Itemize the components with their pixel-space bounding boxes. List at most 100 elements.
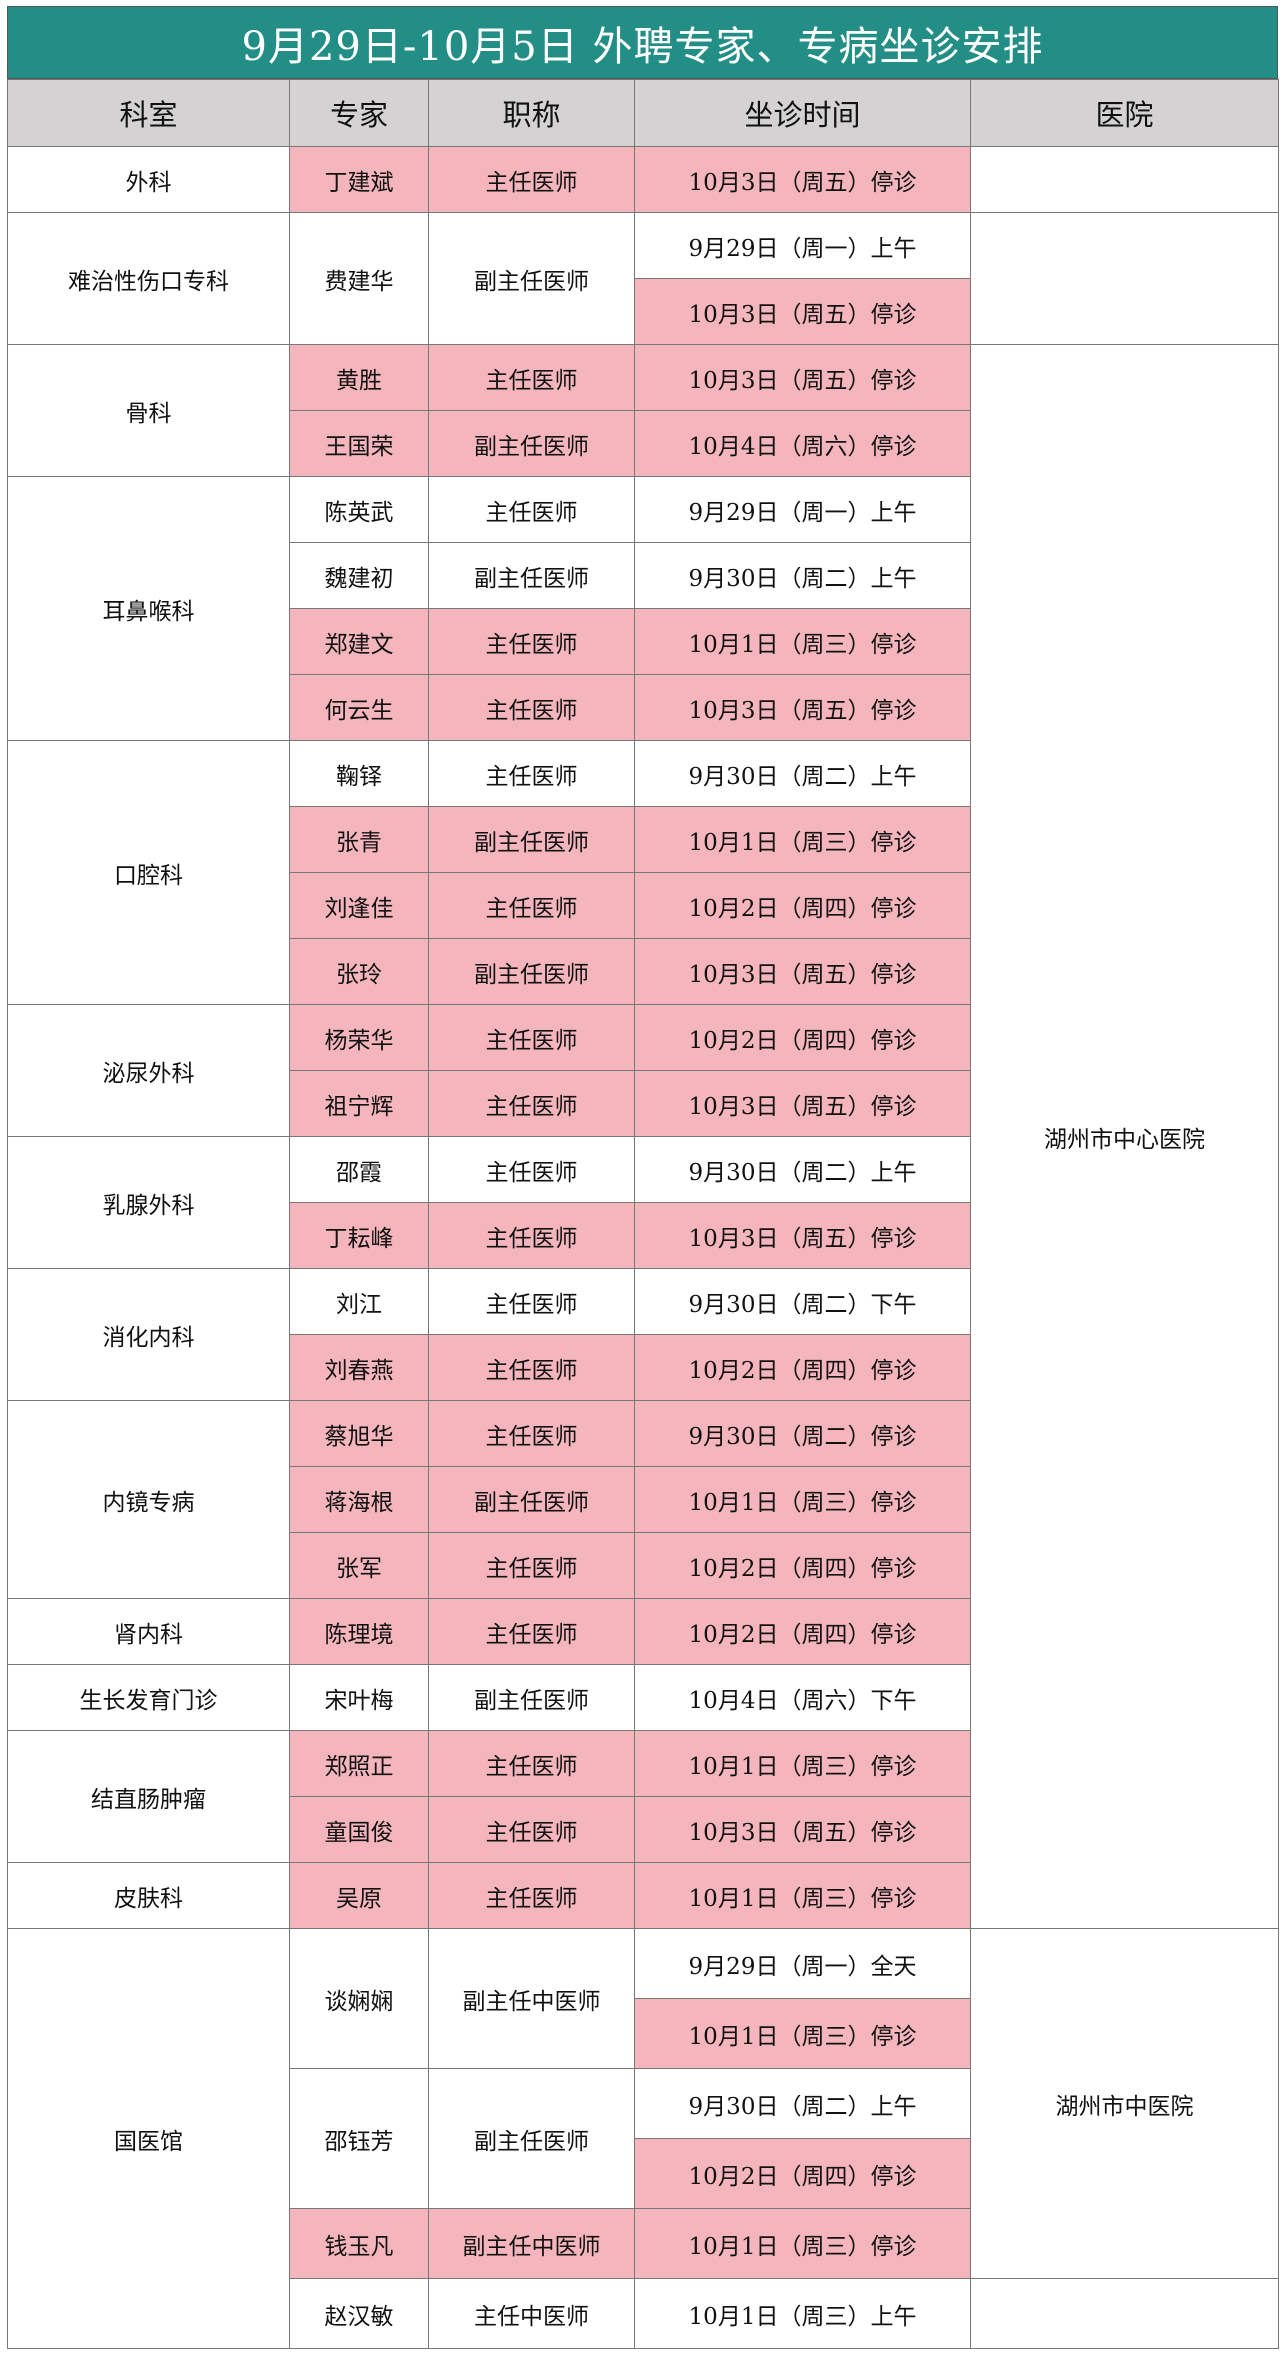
expert-name-cell: 吴原: [289, 1862, 429, 1929]
expert-title-cell: 副主任医师: [428, 806, 635, 873]
header-title: 职称: [428, 79, 635, 147]
table-row: 丁耘峰 主任医师 10月3日（周五）停诊: [8, 1202, 1279, 1269]
schedule-time-cell: 9月29日（周一）上午: [634, 212, 971, 279]
expert-title-cell: 主任医师: [428, 1070, 635, 1137]
table-row: 王国荣 副主任医师 10月4日（周六）停诊: [8, 410, 1279, 477]
schedule-time-cell: 9月29日（周一）上午: [634, 476, 971, 543]
department-cell: 消化内科: [7, 1268, 290, 1401]
expert-title-cell: 主任医师: [428, 740, 635, 807]
schedule-time-cell: 10月3日（周五）停诊: [634, 344, 971, 411]
expert-name-cell: 刘逢佳: [289, 872, 429, 939]
expert-name-cell: 何云生: [289, 674, 429, 741]
schedule-time-cell: 10月1日（周三）上午: [634, 2278, 971, 2349]
schedule-time-cell: 9月30日（周二）上午: [634, 542, 971, 609]
expert-name-cell: 赵汉敏: [289, 2278, 429, 2349]
expert-title-cell: 主任医师: [428, 146, 635, 213]
schedule-time-cell: 10月2日（周四）停诊: [634, 2138, 971, 2209]
expert-title-cell: 副主任中医师: [428, 2208, 635, 2279]
department-cell: 泌尿外科: [7, 1004, 290, 1137]
expert-name-cell: 蔡旭华: [289, 1400, 429, 1467]
table-row: 泌尿外科 杨荣华 主任医师 10月2日（周四）停诊: [7, 1004, 1279, 1137]
table-row: 10月3日（周五）停诊: [8, 278, 1279, 345]
table-row: 蒋海根 副主任医师 10月1日（周三）停诊: [8, 1466, 1279, 1533]
expert-title-cell: 主任医师: [428, 608, 635, 675]
hospital-cell: 湖州市中心医院: [970, 344, 1279, 1929]
table-row: 肾内科 陈理境 主任医师 10月2日（周四）停诊: [7, 1598, 1279, 1665]
hospital-cell: [970, 212, 1279, 345]
expert-name-cell: 刘春燕: [289, 1334, 429, 1401]
expert-title-cell: 副主任医师: [428, 938, 635, 1005]
expert-title-cell: 主任医师: [428, 1598, 635, 1665]
expert-title-cell: 主任医师: [428, 1862, 635, 1929]
expert-title-cell: 副主任医师: [428, 410, 635, 477]
table-row: 生长发育门诊 宋叶梅 副主任医师 10月4日（周六）下午: [7, 1664, 1279, 1731]
expert-title-cell: 副主任医师: [428, 1466, 635, 1533]
table-row: 骨科 黄胜 主任医师 10月3日（周五）停诊 湖州市中心医院: [7, 344, 1279, 1929]
schedule-time-cell: 10月3日（周五）停诊: [634, 1202, 971, 1269]
expert-title-cell: 副主任医师: [428, 1664, 635, 1731]
schedule-time-cell: 9月29日（周一）全天: [634, 1928, 971, 1999]
table-row: 耳鼻喉科 陈英武 主任医师 9月29日（周一）上午: [7, 476, 1279, 741]
hospital-cell: [970, 146, 1279, 213]
department-cell: 口腔科: [7, 740, 290, 1005]
expert-title-cell: 主任医师: [428, 674, 635, 741]
expert-name-cell: 刘江: [289, 1268, 429, 1335]
expert-name-cell: 陈理境: [289, 1598, 429, 1665]
table-row: 魏建初 副主任医师 9月30日（周二）上午: [8, 542, 1279, 609]
department-cell: 乳腺外科: [7, 1136, 290, 1269]
table-row: 口腔科 鞠铎 主任医师 9月30日（周二）上午: [7, 740, 1279, 1005]
expert-name-cell: 钱玉凡: [289, 2208, 429, 2279]
expert-name-cell: 邵霞: [289, 1136, 429, 1203]
table-row: 邵钰芳 副主任医师 9月30日（周二）上午: [8, 2068, 1279, 2209]
table-row: 消化内科 刘江 主任医师 9月30日（周二）下午: [7, 1268, 1279, 1401]
expert-title-cell: 主任医师: [428, 1532, 635, 1599]
schedule-time-cell: 10月1日（周三）停诊: [634, 1862, 971, 1929]
expert-name-cell: 蒋海根: [289, 1466, 429, 1533]
expert-name-cell: 杨荣华: [289, 1004, 429, 1071]
expert-title-cell: 主任医师: [428, 1334, 635, 1401]
table-row: 国医馆 谈娴娴 副主任中医师 9月29日（周一）全天 湖州市中医院: [7, 1928, 1279, 2349]
expert-name-cell: 邵钰芳: [289, 2068, 429, 2209]
expert-title-cell: 主任医师: [428, 1730, 635, 1797]
expert-name-cell: 童国俊: [289, 1796, 429, 1863]
expert-title-cell: 主任医师: [428, 1136, 635, 1203]
expert-title-cell: 主任医师: [428, 1400, 635, 1467]
expert-name-cell: 郑照正: [289, 1730, 429, 1797]
expert-name-cell: 费建华: [289, 212, 429, 345]
schedule-time-cell: 10月1日（周三）停诊: [634, 2208, 971, 2279]
header-expert: 专家: [289, 79, 429, 147]
schedule-time-cell: 10月3日（周五）停诊: [634, 278, 971, 345]
header-department: 科室: [7, 79, 290, 147]
expert-title-cell: 主任医师: [428, 1796, 635, 1863]
schedule-time-cell: 10月2日（周四）停诊: [634, 872, 971, 939]
expert-name-cell: 王国荣: [289, 410, 429, 477]
schedule-time-cell: 10月3日（周五）停诊: [634, 1070, 971, 1137]
expert-title-cell: 主任医师: [428, 476, 635, 543]
hospital-cell: 湖州市中医院: [970, 1928, 1279, 2279]
schedule-time-cell: 10月1日（周三）停诊: [634, 1466, 971, 1533]
table-row: 乳腺外科 邵霞 主任医师 9月30日（周二）上午: [7, 1136, 1279, 1269]
expert-title-cell: 主任医师: [428, 1004, 635, 1071]
table-row: 张军 主任医师 10月2日（周四）停诊: [8, 1532, 1279, 1599]
table-row: 张玲 副主任医师 10月3日（周五）停诊: [8, 938, 1279, 1005]
table-row: 10月1日（周三）停诊: [8, 1998, 1279, 2069]
table-row: 钱玉凡 副主任中医师 10月1日（周三）停诊: [8, 2208, 1279, 2279]
hospital-cell: [970, 2278, 1279, 2349]
schedule-time-cell: 10月3日（周五）停诊: [634, 938, 971, 1005]
expert-title-cell: 主任医师: [428, 1268, 635, 1335]
department-cell: 难治性伤口专科: [7, 212, 290, 345]
expert-title-cell: 副主任医师: [428, 2068, 635, 2209]
table-row: 结直肠肿瘤 郑照正 主任医师 10月1日（周三）停诊: [7, 1730, 1279, 1863]
expert-name-cell: 鞠铎: [289, 740, 429, 807]
table-row: 外科 丁建斌 主任医师 10月3日（周五）停诊: [7, 146, 1279, 213]
table-row: 难治性伤口专科 费建华 副主任医师 9月29日（周一）上午: [7, 212, 1279, 345]
schedule-time-cell: 9月30日（周二）上午: [634, 740, 971, 807]
expert-name-cell: 黄胜: [289, 344, 429, 411]
schedule-time-cell: 10月2日（周四）停诊: [634, 1598, 971, 1665]
expert-name-cell: 魏建初: [289, 542, 429, 609]
expert-title-cell: 主任医师: [428, 344, 635, 411]
table-row: 赵汉敏 主任中医师 10月1日（周三）上午: [8, 2278, 1279, 2349]
schedule-document: 9月29日-10月5日 外聘专家、专病坐诊安排 科室 专家 职称 坐诊时间 医院…: [7, 6, 1279, 2349]
schedule-time-cell: 10月4日（周六）停诊: [634, 410, 971, 477]
table-row: 皮肤科 吴原 主任医师 10月1日（周三）停诊: [7, 1862, 1279, 1929]
